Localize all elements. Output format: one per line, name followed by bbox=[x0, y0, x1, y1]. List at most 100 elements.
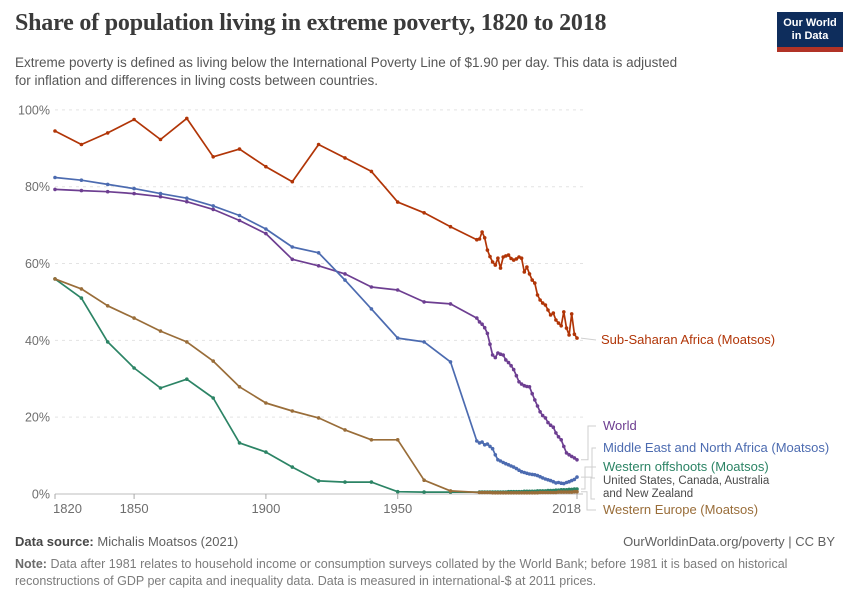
data-point-marker bbox=[514, 373, 519, 378]
x-tick-label: 1820 bbox=[53, 501, 82, 516]
series-line-1 bbox=[54, 188, 578, 461]
data-point-marker bbox=[237, 385, 242, 389]
data-point-marker bbox=[509, 363, 513, 368]
data-point-marker bbox=[237, 213, 242, 218]
series-label-world: World bbox=[603, 418, 637, 433]
data-point-marker bbox=[493, 453, 498, 457]
data-point-marker bbox=[540, 413, 545, 418]
data-point-marker bbox=[543, 303, 548, 307]
data-point-marker bbox=[530, 278, 534, 282]
data-point-marker bbox=[53, 187, 57, 192]
label-connector bbox=[581, 425, 596, 461]
data-point-marker bbox=[105, 304, 110, 308]
data-point-marker bbox=[132, 117, 136, 122]
data-point-marker bbox=[158, 386, 163, 390]
data-point-marker bbox=[569, 454, 574, 459]
data-point-marker bbox=[132, 191, 136, 196]
data-point-marker bbox=[504, 254, 508, 258]
data-point-marker bbox=[506, 253, 511, 257]
data-point-marker bbox=[290, 409, 295, 413]
data-point-marker bbox=[540, 476, 545, 480]
data-point-marker bbox=[395, 438, 400, 442]
data-point-marker bbox=[480, 322, 484, 326]
data-point-marker bbox=[493, 263, 498, 267]
data-point-marker bbox=[395, 336, 400, 340]
data-point-marker bbox=[158, 194, 163, 199]
data-point-marker bbox=[504, 461, 508, 466]
data-point-marker bbox=[496, 256, 500, 260]
data-point-marker bbox=[237, 441, 242, 445]
data-source-value: Michalis Moatsos (2021) bbox=[97, 534, 239, 549]
data-point-marker bbox=[533, 491, 537, 495]
data-point-marker bbox=[562, 481, 566, 486]
data-point-marker bbox=[527, 472, 532, 476]
data-point-marker bbox=[575, 489, 579, 494]
chart-subtitle-line2: for inflation and differences in living … bbox=[15, 73, 378, 88]
data-point-marker bbox=[572, 456, 577, 460]
data-point-marker bbox=[522, 270, 527, 274]
data-point-marker bbox=[569, 478, 574, 483]
x-tick-label: 1950 bbox=[383, 501, 412, 516]
chart-note-label: Note: bbox=[15, 557, 47, 571]
data-point-marker bbox=[535, 491, 540, 495]
data-point-marker bbox=[422, 211, 426, 215]
data-point-marker bbox=[530, 391, 534, 396]
data-point-marker bbox=[448, 360, 453, 364]
data-point-marker bbox=[511, 367, 516, 372]
data-point-marker bbox=[316, 479, 321, 483]
data-point-marker bbox=[551, 490, 556, 495]
data-point-marker bbox=[488, 254, 492, 259]
data-point-marker bbox=[290, 257, 295, 262]
data-point-marker bbox=[79, 188, 84, 193]
data-point-marker bbox=[480, 490, 484, 495]
data-point-marker bbox=[546, 490, 550, 495]
owid-logo: Our World in Data bbox=[777, 12, 843, 52]
data-point-marker bbox=[498, 266, 503, 270]
data-point-marker bbox=[477, 237, 482, 241]
data-point-marker bbox=[105, 189, 110, 194]
data-point-marker bbox=[395, 288, 400, 292]
data-point-marker bbox=[132, 316, 136, 320]
data-point-marker bbox=[511, 465, 516, 469]
data-source: Data source: Michalis Moatsos (2021) bbox=[15, 534, 238, 549]
data-point-marker bbox=[559, 438, 563, 442]
chart-subtitle: Extreme poverty is defined as living bel… bbox=[15, 54, 677, 90]
data-point-marker bbox=[548, 423, 553, 428]
data-point-marker bbox=[211, 207, 215, 212]
data-point-marker bbox=[517, 468, 521, 473]
series-label-middle-east-north-africa: Middle East and North Africa (Moatsos) bbox=[603, 440, 830, 455]
data-point-marker bbox=[540, 490, 545, 495]
data-point-marker bbox=[490, 446, 495, 451]
data-point-marker bbox=[519, 491, 524, 495]
data-point-marker bbox=[422, 300, 426, 304]
data-point-marker bbox=[559, 324, 563, 328]
data-point-marker bbox=[343, 480, 347, 484]
data-point-marker bbox=[525, 491, 529, 495]
data-point-marker bbox=[369, 438, 374, 442]
data-point-marker bbox=[343, 278, 347, 282]
data-point-marker bbox=[369, 285, 374, 289]
data-point-marker bbox=[562, 490, 566, 494]
data-point-marker bbox=[538, 298, 542, 302]
data-point-marker bbox=[480, 440, 484, 444]
data-point-marker bbox=[572, 489, 577, 494]
data-point-marker bbox=[551, 425, 556, 430]
chart-subtitle-line1: Extreme poverty is defined as living bel… bbox=[15, 55, 678, 70]
data-point-marker bbox=[548, 313, 553, 317]
data-point-marker bbox=[498, 459, 503, 463]
x-tick-label: 1850 bbox=[120, 501, 149, 516]
data-point-marker bbox=[572, 487, 577, 491]
data-point-marker bbox=[53, 175, 57, 180]
series-label-western-europe: Western Europe (Moatsos) bbox=[603, 502, 759, 517]
data-point-marker bbox=[498, 491, 503, 495]
data-point-marker bbox=[53, 129, 57, 133]
data-point-marker bbox=[158, 329, 163, 333]
data-point-marker bbox=[572, 332, 577, 336]
data-point-marker bbox=[185, 196, 189, 200]
data-point-marker bbox=[395, 489, 400, 494]
data-point-marker bbox=[79, 296, 84, 300]
data-point-marker bbox=[575, 336, 579, 340]
label-connector bbox=[581, 447, 596, 478]
data-point-marker bbox=[422, 340, 426, 344]
